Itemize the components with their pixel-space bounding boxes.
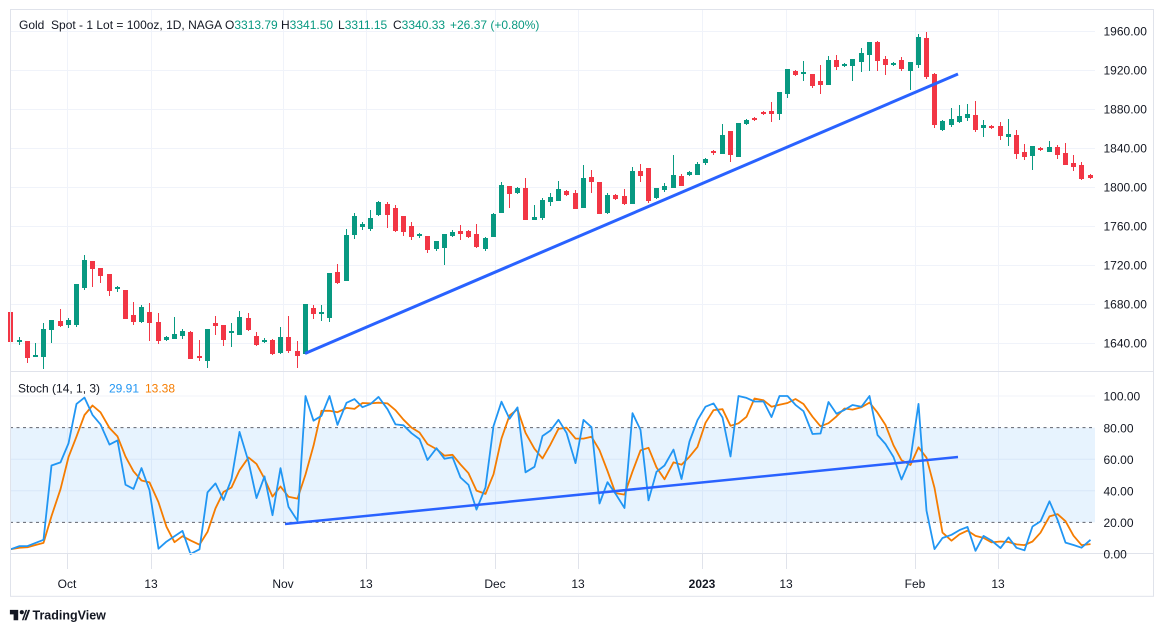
svg-text:29.91: 29.91 <box>109 382 139 396</box>
svg-text:1720.00: 1720.00 <box>1104 259 1148 273</box>
svg-text:+26.37 (+0.80%): +26.37 (+0.80%) <box>450 18 539 32</box>
svg-text:Dec: Dec <box>484 577 505 591</box>
svg-text:1640.00: 1640.00 <box>1104 337 1148 351</box>
svg-text:1840.00: 1840.00 <box>1104 142 1148 156</box>
svg-text:2023: 2023 <box>689 577 716 591</box>
svg-text:Gold Spot - 1 Lot = 100oz, 1D: Gold Spot - 1 Lot = 100oz, 1D, NAGA <box>19 18 222 32</box>
svg-text:1960.00: 1960.00 <box>1104 25 1148 39</box>
svg-text:13: 13 <box>144 577 158 591</box>
svg-text:1880.00: 1880.00 <box>1104 103 1148 117</box>
svg-text:13.38: 13.38 <box>145 382 175 396</box>
svg-text:0.00: 0.00 <box>1104 548 1128 562</box>
svg-text:60.00: 60.00 <box>1104 453 1134 467</box>
svg-text:H3341.50: H3341.50 <box>281 18 333 32</box>
svg-text:80.00: 80.00 <box>1104 421 1134 435</box>
svg-text:1920.00: 1920.00 <box>1104 64 1148 78</box>
svg-text:L3311.15: L3311.15 <box>338 18 388 32</box>
svg-text:13: 13 <box>991 577 1005 591</box>
svg-text:20.00: 20.00 <box>1104 516 1134 530</box>
svg-text:Feb: Feb <box>905 577 926 591</box>
svg-text:40.00: 40.00 <box>1104 485 1134 499</box>
svg-text:Nov: Nov <box>272 577 293 591</box>
svg-text:TradingView: TradingView <box>33 608 107 622</box>
svg-text:13: 13 <box>779 577 793 591</box>
svg-text:13: 13 <box>571 577 585 591</box>
svg-text:13: 13 <box>359 577 373 591</box>
svg-text:1800.00: 1800.00 <box>1104 181 1148 195</box>
svg-text:Oct: Oct <box>58 577 77 591</box>
svg-text:1760.00: 1760.00 <box>1104 220 1148 234</box>
svg-text:O3313.79: O3313.79 <box>225 18 278 32</box>
svg-text:C3340.33: C3340.33 <box>393 18 445 32</box>
svg-text:1680.00: 1680.00 <box>1104 298 1148 312</box>
svg-text:Stoch (14, 1, 3): Stoch (14, 1, 3) <box>18 382 100 396</box>
svg-text:100.00: 100.00 <box>1104 390 1141 404</box>
